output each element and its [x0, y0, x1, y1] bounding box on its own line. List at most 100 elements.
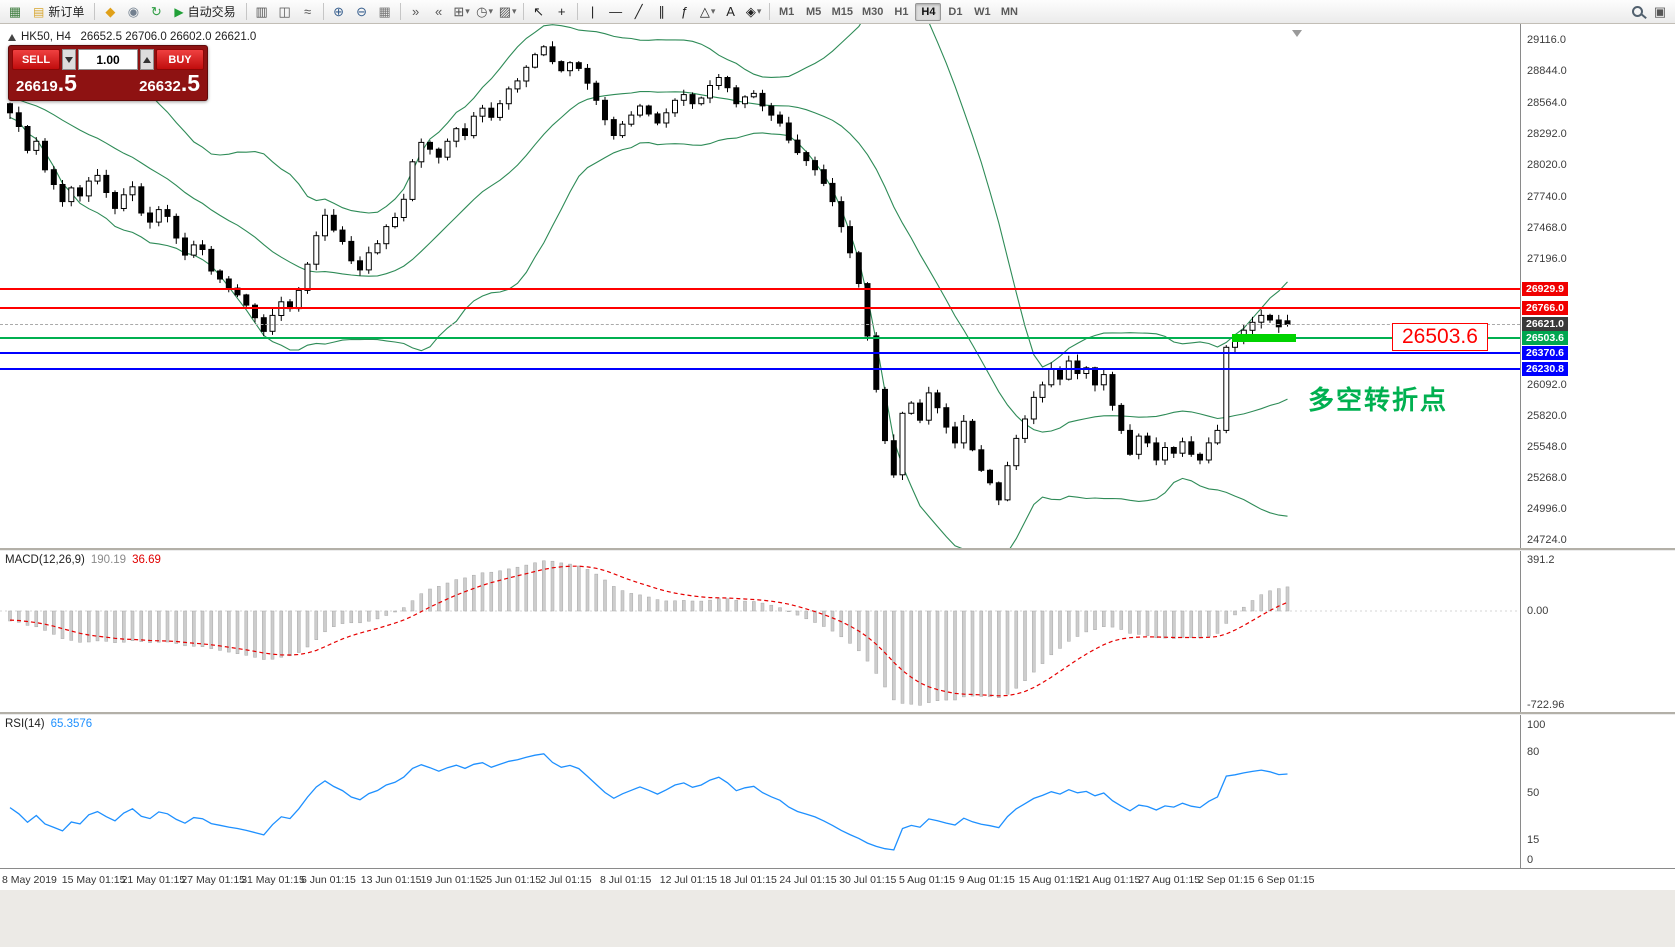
bar-chart-icon-glyph: ▥ — [255, 3, 268, 19]
price-level-label: 26370.6 — [1522, 345, 1568, 360]
macd-main-value: 190.19 — [90, 554, 127, 566]
chart-shift-marker[interactable] — [1292, 30, 1302, 37]
candlestick-canvas[interactable] — [0, 24, 1520, 548]
macd-label: MACD(12,26,9) 190.19 36.69 — [5, 554, 161, 566]
vertical-line-icon-glyph: | — [590, 4, 595, 19]
chart-shift-icon[interactable]: « — [428, 2, 450, 22]
rsi-scale[interactable]: 100 80 50 15 0 — [1520, 715, 1675, 868]
new-order-button[interactable]: ▤ 新订单 — [27, 2, 90, 22]
timeframe-h4[interactable]: H4 — [915, 2, 942, 21]
macd-pane[interactable]: MACD(12,26,9) 190.19 36.69 391.2 0.00 -722… — [0, 551, 1675, 712]
refresh-icon[interactable]: ↻ — [145, 2, 167, 22]
volume-up-button[interactable] — [140, 49, 154, 70]
auto-scroll-icon-glyph: » — [411, 4, 420, 19]
price-tick-label: 25820.0 — [1527, 409, 1567, 422]
symbol-ohlc-header: HK50, H4 26652.5 26706.0 26602.0 26621.0 — [8, 31, 256, 43]
macd-scale[interactable]: 391.2 0.00 -722.96 — [1520, 551, 1675, 712]
toolbar-separator — [399, 3, 401, 20]
horizontal-line-object[interactable] — [0, 336, 1520, 339]
timeframe-mn[interactable]: MN — [1000, 5, 1018, 18]
timeframe-m30[interactable]: M30 — [862, 5, 884, 18]
timeframe-m15[interactable]: M15 — [831, 5, 854, 18]
horizontal-line-object[interactable] — [0, 323, 1520, 325]
market-depth-icon[interactable]: ◆ — [99, 2, 121, 22]
pane-splitter[interactable] — [0, 548, 1675, 550]
buy-button[interactable]: BUY — [156, 49, 204, 70]
chart-window-icon-glyph: ▦ — [8, 3, 22, 19]
price-scale[interactable]: 29116.0 28844.0 28564.0 28292.0 28020.0 27740… — [1520, 24, 1675, 548]
shapes-icon-glyph: △ — [699, 3, 710, 19]
cursor-icon-glyph: ↖ — [533, 3, 545, 19]
price-callout-label[interactable]: 26503.6 — [1392, 322, 1488, 351]
equidistant-channel-icon[interactable]: ∥ — [651, 2, 673, 22]
zoom-in-icon[interactable]: ⊕ — [328, 2, 350, 22]
trendline-icon[interactable]: ╱ — [628, 2, 650, 22]
pane-splitter[interactable] — [0, 712, 1675, 714]
time-label: 5 Aug 01:15 — [899, 874, 956, 886]
one-click-collapse-icon[interactable] — [8, 33, 16, 41]
macd-signal-line — [9, 565, 1288, 697]
profiles-icon[interactable]: ◷ ▾ — [474, 2, 496, 22]
price-level-label: 26230.8 — [1522, 361, 1568, 376]
time-label: 30 Jul 01:15 — [839, 874, 897, 886]
arrow-objects-icon[interactable]: ◈ ▾ — [743, 2, 765, 22]
symbol-ohlc-text: HK50, H4 26652.5 26706.0 26602.0 26621.0 — [21, 31, 257, 43]
chart-window-icon[interactable]: ▦ — [4, 2, 26, 22]
rsi-pane[interactable]: RSI(14) 65.3576 100 80 50 15 0 — [0, 715, 1675, 868]
search-icon[interactable] — [1626, 2, 1648, 22]
horizontal-line-object[interactable] — [0, 367, 1520, 370]
auto-scroll-icon[interactable]: » — [405, 2, 427, 22]
time-label: 21 Aug 01:15 — [1078, 874, 1141, 886]
line-chart-icon[interactable]: ≈ — [297, 2, 319, 22]
time-label: 2 Jul 01:15 — [540, 874, 592, 886]
time-label: 8 May 2019 — [2, 874, 57, 886]
time-label: 27 Aug 01:15 — [1138, 874, 1201, 886]
sell-price-text: 26619 — [16, 78, 58, 95]
macd-canvas[interactable] — [0, 551, 1520, 712]
rsi-tick-label: 50 — [1527, 786, 1540, 799]
zoom-out-icon[interactable]: ⊖ — [351, 2, 373, 22]
volume-down-button[interactable] — [62, 49, 76, 70]
highlight-zone-object[interactable] — [1232, 333, 1296, 342]
horizontal-line-object[interactable] — [0, 306, 1520, 309]
triangle-down-icon — [65, 56, 73, 63]
new-order-button-label: 新订单 — [48, 5, 85, 19]
timeframe-w1[interactable]: W1 — [974, 5, 991, 18]
timeframe-h1[interactable]: H1 — [894, 5, 909, 18]
templates-icon[interactable]: ▨ ▾ — [497, 2, 519, 22]
time-label: 8 Jul 01:15 — [600, 874, 652, 886]
one-click-controls: SELL BUY — [12, 49, 204, 70]
buy-price-button[interactable]: 26632.5 — [139, 72, 200, 96]
time-label: 19 Jun 01:15 — [420, 874, 482, 886]
timeframe-m5[interactable]: M5 — [805, 5, 822, 18]
sell-button[interactable]: SELL — [12, 49, 60, 70]
horizontal-line-icon[interactable]: — — [605, 2, 627, 22]
cursor-icon[interactable]: ↖ — [528, 2, 550, 22]
autotrade-button[interactable]: ▶ 自动交易 — [168, 2, 241, 22]
time-axis[interactable]: 8 May 2019 15 May 01:15 21 May 01:15 27 May… — [0, 868, 1675, 890]
fibonacci-icon[interactable]: ƒ — [674, 2, 696, 22]
price-chart-pane[interactable]: HK50, H4 26652.5 26706.0 26602.0 26621.0… — [0, 24, 1675, 548]
timeframe-m1[interactable]: M1 — [778, 5, 795, 18]
grid-icon[interactable]: ▦ — [374, 2, 396, 22]
macd-tick-label: 0.00 — [1527, 605, 1549, 618]
rsi-canvas[interactable] — [0, 715, 1520, 868]
bar-chart-icon[interactable]: ▥ — [251, 2, 273, 22]
vertical-line-icon[interactable]: | — [582, 2, 604, 22]
volume-input[interactable] — [78, 49, 138, 70]
accounts-icon[interactable]: ◉ — [122, 2, 144, 22]
candlestick-chart-icon[interactable]: ◫ — [274, 2, 296, 22]
new-chart-icon[interactable]: ⊞ ▾ — [451, 2, 473, 22]
rsi-label: RSI(14) 65.3576 — [5, 718, 92, 730]
time-label: 24 Jul 01:15 — [779, 874, 837, 886]
horizontal-line-object[interactable] — [0, 288, 1520, 291]
horizontal-line-object[interactable] — [0, 351, 1520, 354]
toolbar-separator — [94, 3, 96, 20]
text-label-icon[interactable]: A — [720, 2, 742, 22]
timeframe-d1[interactable]: D1 — [948, 5, 963, 18]
help-icon[interactable]: ▣ — [1649, 2, 1671, 22]
crosshair-icon[interactable]: + — [551, 2, 573, 22]
sell-price-button[interactable]: 26619.5 — [16, 72, 77, 96]
turning-point-annotation[interactable]: 多空转折点 — [1308, 385, 1449, 415]
shapes-icon[interactable]: △ ▾ — [697, 2, 719, 22]
